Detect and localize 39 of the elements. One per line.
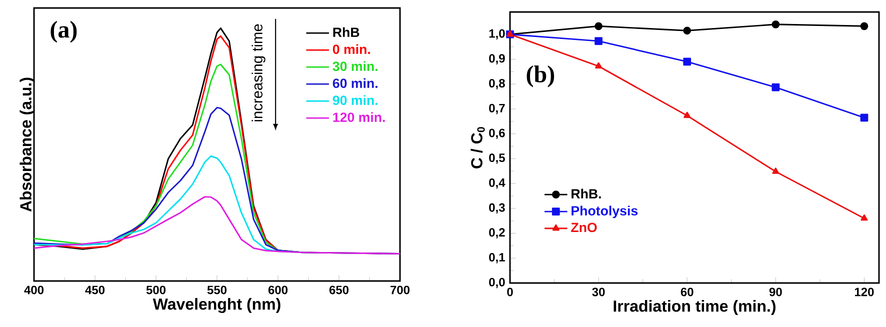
x-tick-label: 90 (769, 288, 782, 296)
y-axis-title: Absorbance (a.u.) (20, 78, 35, 212)
y-tick-label: 0,5 (489, 154, 505, 164)
legend-label: 0 min. (332, 44, 370, 54)
x-tick-label: 650 (329, 286, 349, 294)
y-tick-label: 0,8 (489, 78, 505, 90)
legend-label: 120 min. (333, 112, 385, 122)
x-tick-label: 0 (507, 288, 513, 296)
legend-label: ZnO (571, 222, 597, 232)
x-tick-label: 400 (24, 286, 44, 294)
legend-label: 90 min. (332, 95, 378, 106)
y-tick-label: 0,1 (489, 253, 505, 264)
legend-label: Photolysis (572, 206, 638, 218)
x-tick-label: 550 (207, 286, 227, 294)
x-tick-label: 120 (854, 288, 874, 296)
x-tick-label: 500 (146, 286, 166, 294)
y-tick-label: 0,9 (489, 54, 505, 64)
annotation: (b) (526, 65, 554, 88)
y-axis-title: C / C$_{0}$ (470, 127, 485, 168)
y-tick-label: 0,6 (489, 128, 505, 139)
annotation: (a) (50, 20, 77, 43)
x-tick-label: 700 (390, 286, 410, 294)
x-tick-label: 60 (680, 288, 694, 296)
x-axis-title: Wavelenght (nm) (152, 298, 280, 313)
x-tick-label: 30 (592, 288, 605, 296)
y-tick-label: 0,7 (489, 104, 505, 114)
legend-label: 30 min. (332, 61, 378, 72)
x-axis-title: Irradiation time (min.) (614, 300, 776, 315)
y-tick-label: 1,0 (489, 29, 505, 40)
legend-label: RhB. (572, 188, 601, 198)
y-tick-label: 0,3 (489, 203, 505, 214)
x-tick-label: 450 (85, 286, 105, 294)
x-tick-label: 600 (268, 286, 288, 294)
legend-label: 60 min. (332, 78, 378, 88)
y-tick-label: 0,0 (489, 278, 505, 288)
y-tick-label: 0,2 (489, 228, 505, 238)
y-tick-label: 0,4 (489, 178, 506, 189)
legend-label: RhB (333, 27, 360, 37)
annotation: increasing time (252, 24, 266, 122)
